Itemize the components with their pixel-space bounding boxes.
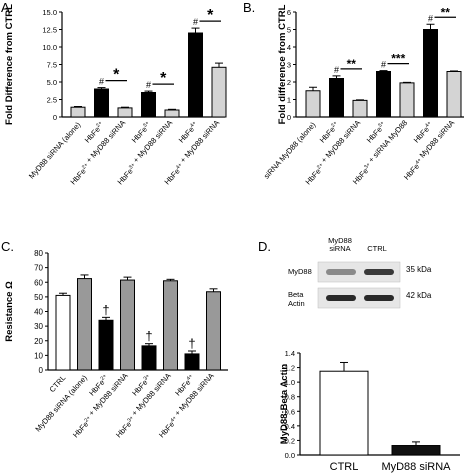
blot-row-label: MyD88 xyxy=(288,267,312,276)
panel-c-bar xyxy=(98,319,114,371)
panel-b-y-tick-label: 1 xyxy=(287,96,291,105)
blot-band xyxy=(326,295,356,301)
panel-b-bar xyxy=(352,99,368,118)
blot-band xyxy=(326,269,356,275)
panel-d-category-label: CTRL xyxy=(330,461,359,473)
panel-b-y-tick-label: 5 xyxy=(287,26,291,35)
panel-d-y-tick-label: 0.4 xyxy=(285,422,295,431)
panel-a-y-label: Fold Difference from CTRL xyxy=(4,4,15,125)
panel-b-y-tick-label: 4 xyxy=(287,43,291,52)
panel-c-bar xyxy=(163,280,178,371)
panel-a-significance-mark: * xyxy=(113,67,120,84)
blot-kda-label: 42 kDa xyxy=(406,291,432,300)
blot-band xyxy=(364,295,394,301)
panel-a-y-tick-label: 7.5 xyxy=(47,61,57,70)
panel-b-y-tick-label: 3 xyxy=(287,61,291,70)
panel-d-y-tick-label: 0.6 xyxy=(285,407,295,416)
panel-a-bar xyxy=(70,106,86,118)
panel-b-y-tick-label: 6 xyxy=(287,8,291,17)
panel-c-annotation: † xyxy=(102,302,109,317)
panel-d-bar xyxy=(391,445,441,456)
panel-c-bar xyxy=(206,291,221,371)
panel-b-significance-mark: ** xyxy=(347,57,357,71)
panel-d-y-tick-label: 0.8 xyxy=(285,393,295,402)
panel-b-category-label: siRNA MyD88 (alone) xyxy=(262,120,318,181)
panel-b-y-tick-label: 0 xyxy=(287,113,291,122)
panel-c-bar xyxy=(55,294,71,371)
panel-b-significance-mark: ** xyxy=(441,5,451,19)
panel-a-bar xyxy=(188,32,203,118)
panel-c-category-label: CTRL xyxy=(48,373,68,394)
panel-c-y-tick-label: 30 xyxy=(34,322,43,331)
panel-a-category-label: MyD88 siRNA (alone) xyxy=(27,120,83,181)
panel-b-annotation: # xyxy=(381,60,386,70)
panel-b-y-tick-label: 2 xyxy=(287,78,291,87)
panel-a-y-tick-label: 2.5 xyxy=(47,96,57,105)
panel-c-annotation: † xyxy=(188,336,195,351)
panel-a-annotation: # xyxy=(146,80,151,90)
panel-a-annotation: # xyxy=(99,77,104,87)
panel-d-y-tick-label: 1.2 xyxy=(285,364,295,373)
panel-c-bar xyxy=(141,345,157,371)
panel-c-y-tick-label: 20 xyxy=(34,337,43,346)
panel-b-bar xyxy=(329,78,344,118)
panel-a-significance-mark: * xyxy=(207,7,214,24)
panel-b-y-label: Fold difference from CTRL xyxy=(277,4,288,124)
blot-strip xyxy=(317,287,401,309)
panel-c-annotation: † xyxy=(145,329,152,344)
panel-d-y-tick-label: 1.4 xyxy=(285,349,295,358)
panel-d-category-label: MyD88 siRNA xyxy=(381,461,451,473)
panel-c-bar xyxy=(77,278,92,371)
panel-b-bar xyxy=(423,29,438,118)
panel-a-bar xyxy=(211,66,227,118)
panel-b-annotation: # xyxy=(428,13,433,23)
panel-a-y-tick-label: 15.0 xyxy=(42,8,57,17)
panel-c-bar xyxy=(184,353,200,371)
blot-lane-label: MyD88 xyxy=(328,236,352,245)
panel-c-y-label: Resistance Ω xyxy=(4,281,15,342)
panel-a-y-tick-label: 0 xyxy=(53,113,57,122)
blot-row-label: Beta xyxy=(288,290,304,299)
blot-row-label: Actin xyxy=(288,299,305,308)
panel-b-bar xyxy=(446,71,462,118)
panel-a-significance-mark: * xyxy=(160,70,167,87)
blot-band xyxy=(364,269,394,275)
panel-d-y-tick-label: 0.0 xyxy=(285,451,295,460)
panel-d-bar xyxy=(319,370,369,456)
panel-d-y-tick-label: 0.2 xyxy=(285,436,295,445)
blot-lane-label: siRNA xyxy=(329,244,350,253)
panel-b-annotation: # xyxy=(334,65,339,75)
panel-c-y-tick-label: 0 xyxy=(39,366,44,375)
panel-c-y-tick-label: 80 xyxy=(34,249,43,258)
panel-b-significance-mark: *** xyxy=(391,52,405,66)
panel-a-bar xyxy=(164,109,180,118)
panel-a-annotation: # xyxy=(193,17,198,27)
panel-b-bar xyxy=(305,90,321,118)
panel-d-y-label: MyD88:Beta Actin xyxy=(279,364,290,445)
panel-d-y-tick-label: 1.0 xyxy=(285,378,295,387)
panel-c-bar xyxy=(120,279,135,371)
panel-a-y-tick-label: 5.0 xyxy=(47,78,57,87)
panel-a-bar xyxy=(94,88,109,118)
panel-c-y-tick-label: 10 xyxy=(34,351,43,360)
blot-strip xyxy=(317,261,401,283)
panel-d-letter: D. xyxy=(258,239,271,254)
panel-c-letter: C. xyxy=(1,239,14,254)
panel-c-y-tick-label: 60 xyxy=(34,278,43,287)
blot-lane-label: CTRL xyxy=(367,244,387,253)
panel-a-y-tick-label: 10.0 xyxy=(42,43,57,52)
panel-a-letter: A. xyxy=(1,0,13,15)
blot-kda-label: 35 kDa xyxy=(406,265,432,274)
panel-b-letter: B. xyxy=(243,0,255,15)
panel-b-bar xyxy=(399,82,415,118)
panel-c-y-tick-label: 40 xyxy=(34,308,43,317)
panel-a-y-tick-label: 12.5 xyxy=(42,26,57,35)
panel-b-bar xyxy=(376,71,391,118)
panel-c-y-tick-label: 50 xyxy=(34,293,43,302)
panel-c-y-tick-label: 70 xyxy=(34,264,43,273)
panel-a-bar xyxy=(117,107,133,118)
panel-a-bar xyxy=(141,92,156,118)
